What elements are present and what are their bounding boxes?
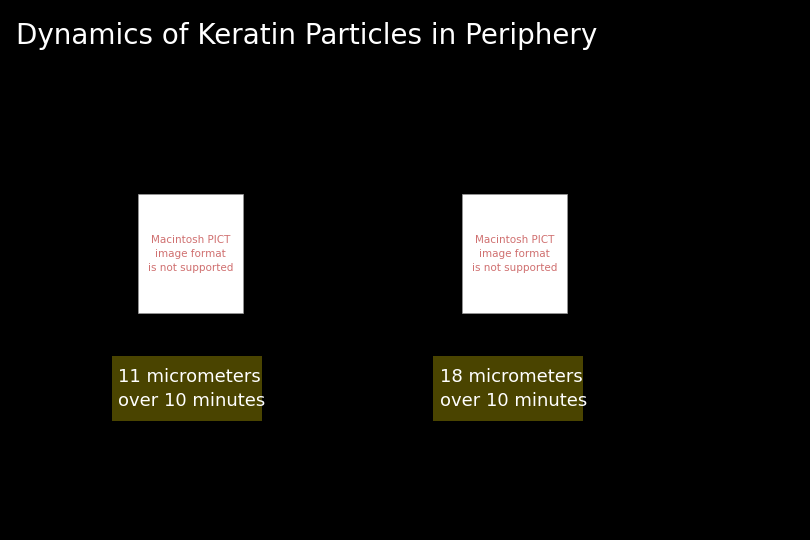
Text: Macintosh PICT
image format
is not supported: Macintosh PICT image format is not suppo… xyxy=(471,235,557,273)
FancyBboxPatch shape xyxy=(112,356,262,421)
FancyBboxPatch shape xyxy=(462,194,567,313)
Text: 18 micrometers
over 10 minutes: 18 micrometers over 10 minutes xyxy=(440,368,587,410)
FancyBboxPatch shape xyxy=(433,356,583,421)
FancyBboxPatch shape xyxy=(138,194,243,313)
Text: Dynamics of Keratin Particles in Periphery: Dynamics of Keratin Particles in Periphe… xyxy=(16,22,598,50)
Text: 11 micrometers
over 10 minutes: 11 micrometers over 10 minutes xyxy=(118,368,266,410)
Text: Macintosh PICT
image format
is not supported: Macintosh PICT image format is not suppo… xyxy=(147,235,233,273)
